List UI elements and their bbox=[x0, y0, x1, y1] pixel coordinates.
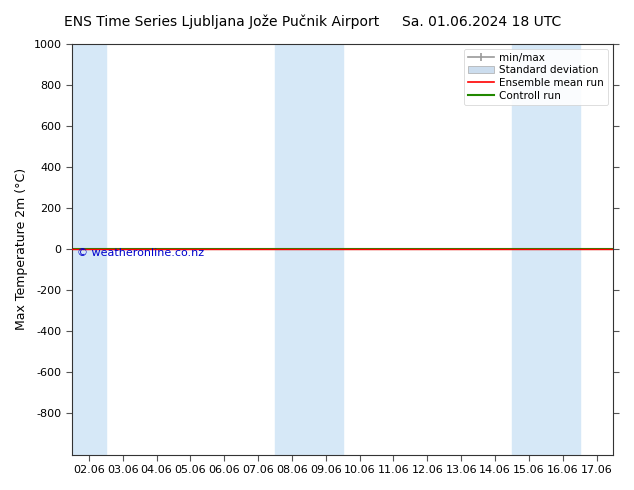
Y-axis label: Max Temperature 2m (°C): Max Temperature 2m (°C) bbox=[15, 168, 28, 330]
Text: Sa. 01.06.2024 18 UTC: Sa. 01.06.2024 18 UTC bbox=[402, 15, 562, 29]
Bar bbox=[72, 44, 106, 455]
Bar bbox=[309, 44, 343, 455]
Text: © weatheronline.co.nz: © weatheronline.co.nz bbox=[77, 248, 205, 258]
Legend: min/max, Standard deviation, Ensemble mean run, Controll run: min/max, Standard deviation, Ensemble me… bbox=[464, 49, 608, 105]
Bar bbox=[512, 44, 546, 455]
Bar bbox=[546, 44, 579, 455]
Bar bbox=[275, 44, 309, 455]
Text: ENS Time Series Ljubljana Jože Pučnik Airport: ENS Time Series Ljubljana Jože Pučnik Ai… bbox=[64, 15, 380, 29]
